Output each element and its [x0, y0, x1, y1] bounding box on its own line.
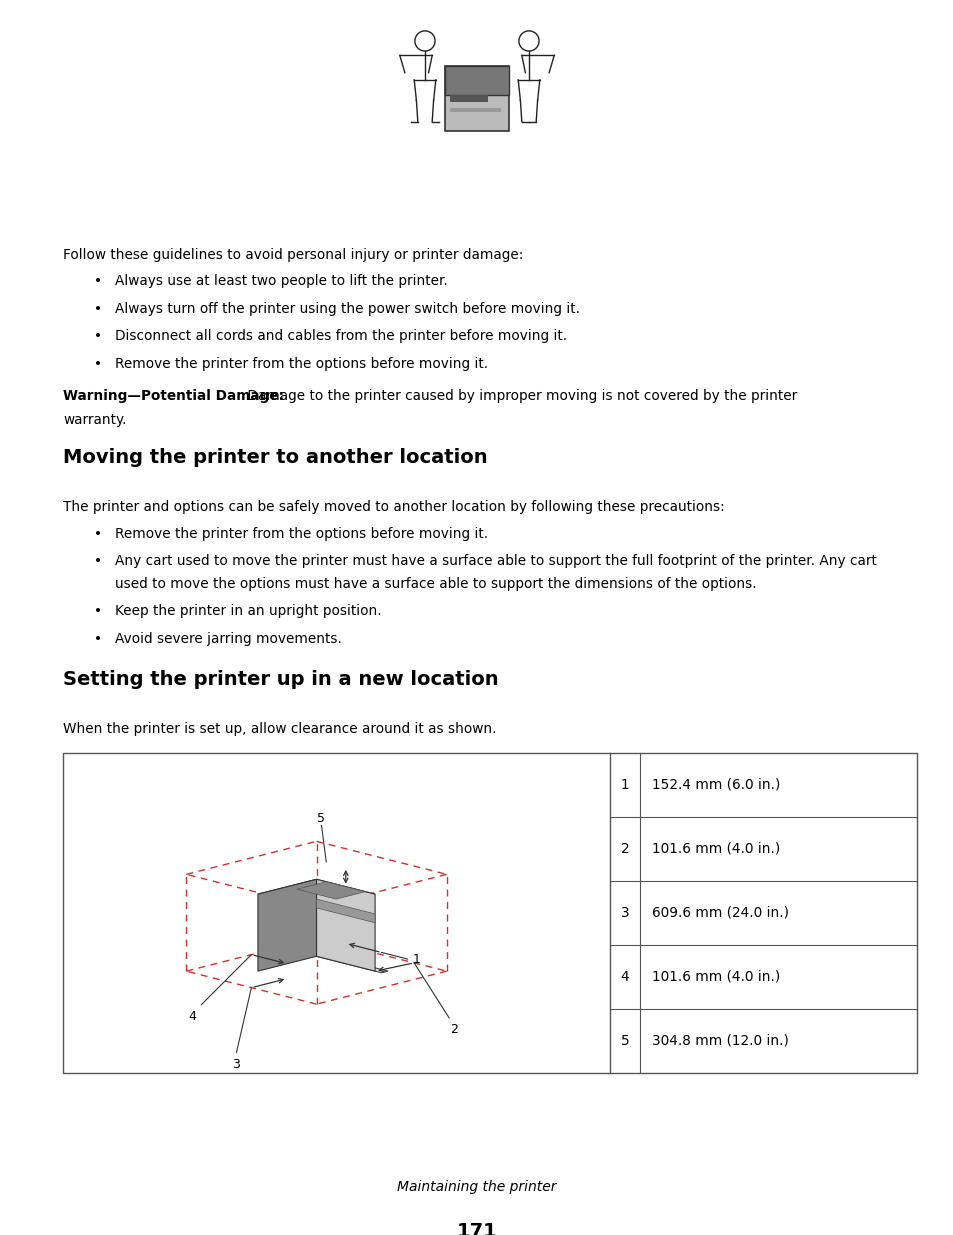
Text: Any cart used to move the printer must have a surface able to support the full f: Any cart used to move the printer must h…	[115, 555, 876, 568]
Text: warranty.: warranty.	[63, 412, 127, 427]
Text: Moving the printer to another location: Moving the printer to another location	[63, 448, 487, 467]
Text: 2: 2	[620, 841, 629, 856]
Text: •: •	[94, 555, 102, 568]
Text: 5: 5	[620, 1034, 629, 1047]
Text: used to move the options must have a surface able to support the dimensions of t: used to move the options must have a sur…	[115, 578, 756, 592]
Text: 3: 3	[233, 1057, 240, 1071]
Text: Damage to the printer caused by improper moving is not covered by the printer: Damage to the printer caused by improper…	[243, 389, 797, 404]
Bar	[450, 107, 500, 111]
Text: 4: 4	[620, 969, 629, 983]
Polygon shape	[310, 953, 388, 973]
Text: Follow these guidelines to avoid personal injury or printer damage:: Follow these guidelines to avoid persona…	[63, 248, 523, 262]
Text: Always turn off the printer using the power switch before moving it.: Always turn off the printer using the po…	[115, 301, 579, 316]
Text: 4: 4	[189, 1010, 196, 1023]
Text: When the printer is set up, allow clearance around it as shown.: When the printer is set up, allow cleara…	[63, 722, 496, 736]
Polygon shape	[316, 899, 375, 923]
Text: 304.8 mm (12.0 in.): 304.8 mm (12.0 in.)	[651, 1034, 788, 1047]
Text: Setting the printer up in a new location: Setting the printer up in a new location	[63, 671, 498, 689]
Text: Avoid severe jarring movements.: Avoid severe jarring movements.	[115, 631, 341, 646]
Text: •: •	[94, 301, 102, 316]
Text: Warning—Potential Damage:: Warning—Potential Damage:	[63, 389, 284, 404]
Bar	[444, 65, 509, 131]
Text: 152.4 mm (6.0 in.): 152.4 mm (6.0 in.)	[651, 778, 780, 792]
Polygon shape	[296, 882, 365, 899]
Bar	[450, 95, 488, 101]
Bar	[63, 752, 916, 1072]
Text: 2: 2	[450, 1023, 457, 1036]
Text: Remove the printer from the options before moving it.: Remove the printer from the options befo…	[115, 527, 488, 541]
Text: 3: 3	[620, 905, 629, 920]
Bar	[444, 65, 509, 95]
Text: •: •	[94, 330, 102, 343]
Text: •: •	[94, 604, 102, 619]
Text: 101.6 mm (4.0 in.): 101.6 mm (4.0 in.)	[651, 841, 780, 856]
Text: Remove the printer from the options before moving it.: Remove the printer from the options befo…	[115, 357, 488, 370]
Text: Disconnect all cords and cables from the printer before moving it.: Disconnect all cords and cables from the…	[115, 330, 566, 343]
Text: The printer and options can be safely moved to another location by following the: The printer and options can be safely mo…	[63, 500, 724, 514]
Text: •: •	[94, 357, 102, 370]
Text: 5: 5	[317, 813, 325, 825]
Text: •: •	[94, 527, 102, 541]
Text: 1: 1	[620, 778, 629, 792]
Text: •: •	[94, 274, 102, 288]
Text: Always use at least two people to lift the printer.: Always use at least two people to lift t…	[115, 274, 447, 288]
Text: 101.6 mm (4.0 in.): 101.6 mm (4.0 in.)	[651, 969, 780, 983]
Polygon shape	[316, 879, 375, 971]
Polygon shape	[257, 879, 316, 971]
Text: 609.6 mm (24.0 in.): 609.6 mm (24.0 in.)	[651, 905, 788, 920]
Text: Maintaining the printer: Maintaining the printer	[396, 1179, 557, 1194]
Text: •: •	[94, 631, 102, 646]
Text: Keep the printer in an upright position.: Keep the printer in an upright position.	[115, 604, 381, 619]
Polygon shape	[257, 879, 375, 909]
Text: 171: 171	[456, 1221, 497, 1235]
Text: 1: 1	[413, 952, 420, 966]
